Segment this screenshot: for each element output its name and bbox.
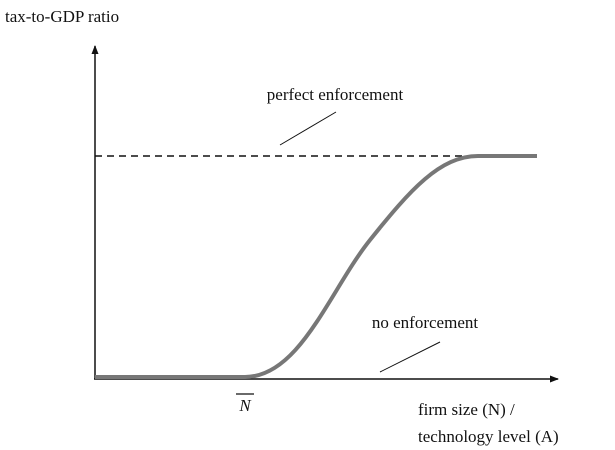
y-axis-label: tax-to-GDP ratio	[5, 7, 119, 26]
annotation: no enforcement	[372, 313, 478, 332]
x-axis-label: firm size (N) /	[418, 400, 515, 419]
tax-curve	[95, 154, 537, 379]
pointer-line	[279, 111, 337, 146]
annotation: perfect enforcement	[267, 85, 404, 104]
threshold-label: N	[238, 396, 252, 415]
pointer-line	[379, 341, 441, 373]
x-axis-label: technology level (A)	[418, 427, 559, 446]
